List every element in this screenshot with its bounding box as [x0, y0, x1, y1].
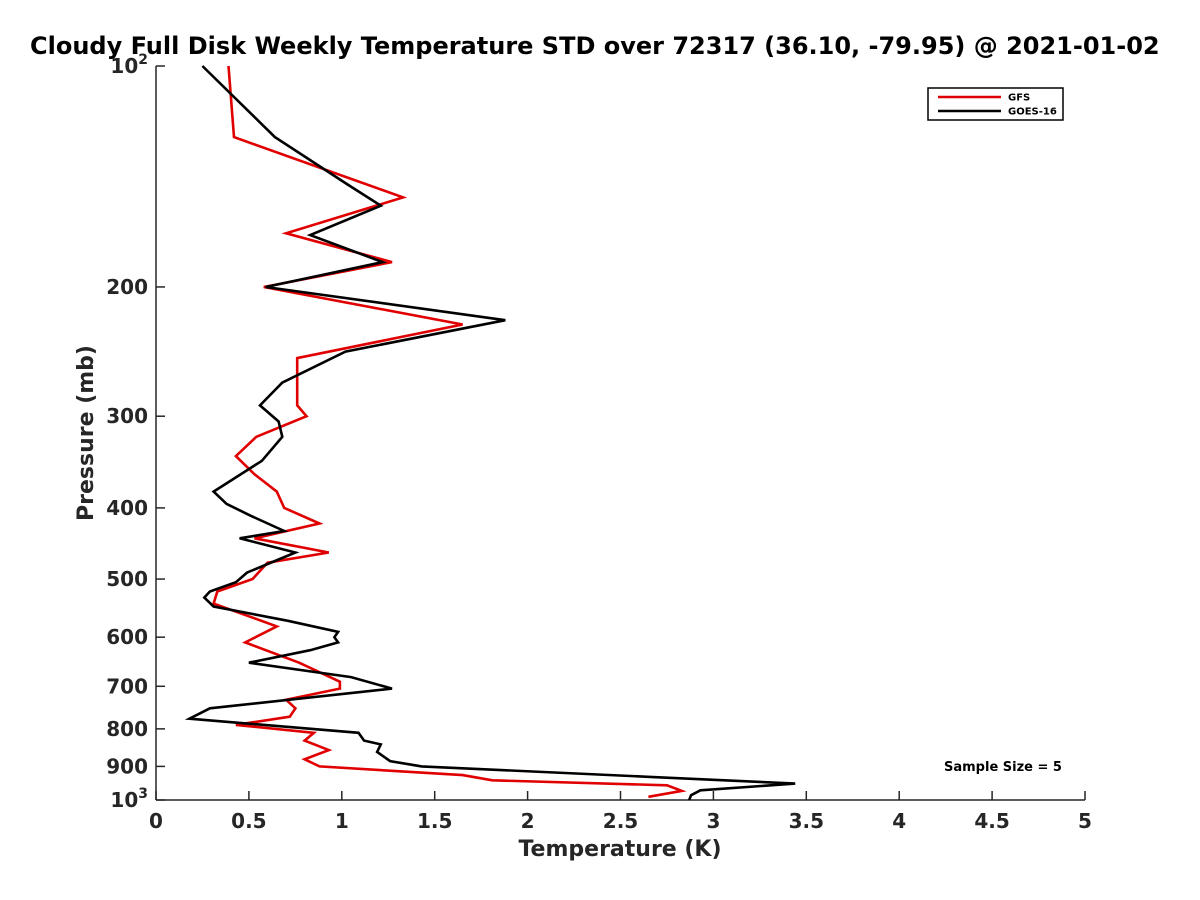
x-tick-label: 3.5: [789, 809, 824, 833]
x-tick-label: 1.5: [417, 809, 452, 833]
y-tick-label: 800: [106, 717, 148, 741]
y-tick-label: 900: [106, 754, 148, 778]
sample-size-annotation: Sample Size = 5: [944, 760, 1062, 775]
series-layer: [184, 65, 796, 801]
legend: GFS GOES-16: [927, 87, 1064, 121]
x-axis-label: Temperature (K): [518, 837, 721, 862]
y-tick-label: 102: [110, 52, 148, 78]
x-tick-label: 0.5: [231, 809, 266, 833]
series-line-goes-16: [184, 65, 796, 801]
legend-label: GFS: [1008, 93, 1030, 104]
y-tick-label: 700: [106, 674, 148, 698]
x-tick-label: 4: [892, 809, 906, 833]
axes-frame: [155, 66, 1085, 801]
y-tick-label: 300: [106, 404, 148, 428]
x-tick-label: 1: [335, 809, 349, 833]
y-tick-label: 600: [106, 625, 148, 649]
y-tick-label: 400: [106, 496, 148, 520]
chart-title: Cloudy Full Disk Weekly Temperature STD …: [30, 32, 1160, 60]
y-axis-label: Pressure (mb): [74, 345, 99, 521]
x-tick-label: 2.5: [603, 809, 638, 833]
tick-layer: 0 0.5 1 1.5 2 2.5 3 3.5 4 4.5 5 102 200 300 400 500 600 7…: [106, 52, 1092, 833]
x-tick-label: 5: [1078, 809, 1092, 833]
y-tick-label: 200: [106, 275, 148, 299]
legend-label: GOES-16: [1008, 107, 1057, 118]
x-tick-label: 3: [706, 809, 720, 833]
x-tick-label: 2: [521, 809, 535, 833]
y-tick-label: 103: [110, 786, 148, 812]
x-tick-label: 0: [149, 809, 163, 833]
series-line-gfs: [211, 65, 687, 799]
y-tick-label: 500: [106, 567, 148, 591]
legend-box: [927, 87, 1064, 121]
x-tick-label: 4.5: [974, 809, 1009, 833]
